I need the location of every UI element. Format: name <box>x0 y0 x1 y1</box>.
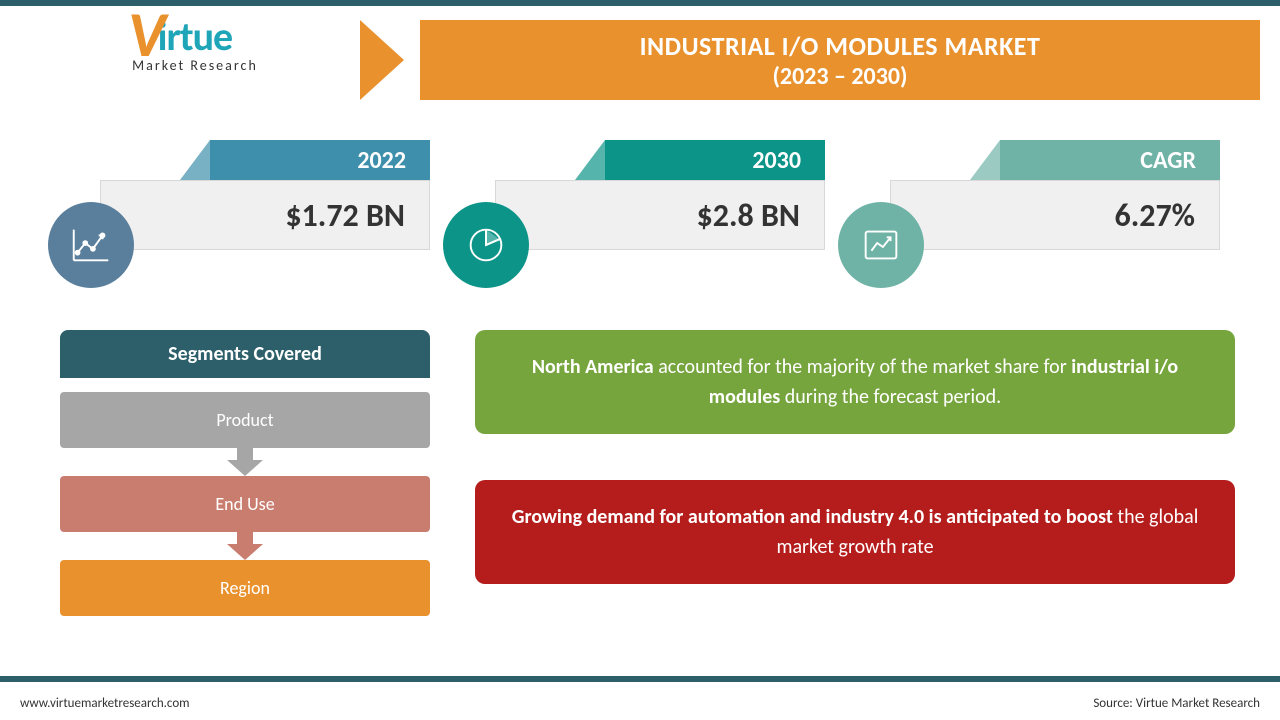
stat-value: $2.8 BN <box>495 180 825 250</box>
footer-source: Source: Virtue Market Research <box>1093 696 1260 711</box>
segment-enduse: End Use <box>60 476 430 532</box>
stat-tab: 2022 <box>210 140 430 180</box>
hl-bold: Growing demand for automation and indust… <box>512 505 1113 529</box>
stats-row: 2022 $1.72 BN 2030 $2.8 BN CAGR 6.27% <box>100 140 1220 250</box>
brand-logo: V irtue Market Research <box>30 10 330 110</box>
line-chart-icon <box>48 202 134 288</box>
header-subtitle: (2023 – 2030) <box>772 62 907 91</box>
highlight-region: North America accounted for the majority… <box>475 330 1235 434</box>
pie-chart-icon <box>443 202 529 288</box>
stat-card-2022: 2022 $1.72 BN <box>100 140 430 250</box>
segments-panel: Segments Covered Product End Use Region <box>60 330 430 616</box>
growth-chart-icon <box>838 202 924 288</box>
stat-tab: 2030 <box>605 140 825 180</box>
hl-text: accounted for the majority of the market… <box>654 355 1072 379</box>
logo-v: V <box>128 10 166 61</box>
stat-card-cagr: CAGR 6.27% <box>890 140 1220 250</box>
highlight-driver: Growing demand for automation and indust… <box>475 480 1235 584</box>
top-border <box>0 0 1280 6</box>
stat-value: $1.72 BN <box>100 180 430 250</box>
header-arrow-icon <box>360 20 404 100</box>
arrow-down-icon <box>227 460 263 476</box>
stat-tab: CAGR <box>1000 140 1220 180</box>
footer: www.virtuemarketresearch.com Source: Vir… <box>0 686 1280 720</box>
footer-url: www.virtuemarketresearch.com <box>20 696 190 711</box>
segment-product: Product <box>60 392 430 448</box>
logo-text: irtue <box>158 12 233 61</box>
segments-title: Segments Covered <box>60 330 430 378</box>
stat-card-2030: 2030 $2.8 BN <box>495 140 825 250</box>
header-banner: INDUSTRIAL I/O MODULES MARKET (2023 – 20… <box>420 20 1260 100</box>
hl-text: during the forecast period. <box>780 385 1001 409</box>
hl-bold: North America <box>532 355 654 379</box>
stat-value: 6.27% <box>890 180 1220 250</box>
bottom-border <box>0 676 1280 682</box>
header-title: INDUSTRIAL I/O MODULES MARKET <box>640 30 1041 62</box>
arrow-down-icon <box>227 544 263 560</box>
arrow-stem <box>237 532 253 544</box>
arrow-stem <box>237 448 253 460</box>
segment-region: Region <box>60 560 430 616</box>
